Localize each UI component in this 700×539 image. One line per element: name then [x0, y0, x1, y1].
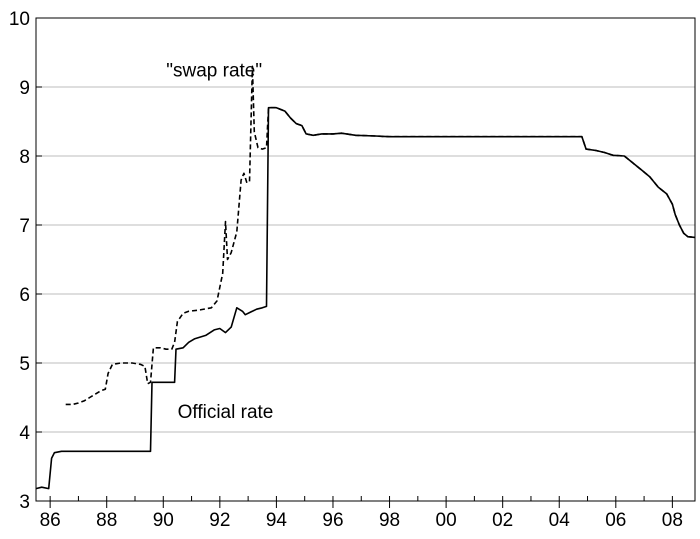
x-tick-label: 94 — [266, 510, 288, 531]
y-tick-label: 3 — [19, 492, 30, 513]
y-tick-label: 9 — [19, 78, 30, 99]
y-tick-label: 7 — [19, 216, 30, 237]
x-tick-label: 92 — [209, 510, 230, 531]
annotation-swap-rate: "swap rate" — [166, 61, 262, 82]
y-tick-label: 6 — [19, 285, 30, 306]
y-tick-label: 5 — [19, 354, 30, 375]
x-tick-label: 00 — [436, 510, 457, 531]
x-tick-label: 96 — [322, 510, 343, 531]
series-line-swap-rate — [65, 65, 696, 406]
x-tick-label: 04 — [549, 510, 571, 531]
x-tick-label: 88 — [96, 510, 117, 531]
x-tick-label: 98 — [379, 510, 400, 531]
x-tick-label: 86 — [40, 510, 61, 531]
plot-frame — [35, 17, 696, 502]
series-layer — [35, 65, 696, 490]
x-tick-label: 06 — [605, 510, 626, 531]
x-tick-label: 08 — [662, 510, 683, 531]
grid-lines — [36, 86, 695, 433]
y-tick-label: 10 — [9, 9, 30, 30]
annotations: "swap rate" Official rate — [166, 61, 273, 424]
y-tick-label: 8 — [19, 147, 30, 168]
x-axis: 86 88 90 92 94 96 98 00 02 04 06 08 — [40, 496, 683, 531]
y-axis: 3 4 5 6 7 8 9 10 — [9, 9, 42, 513]
x-tick-label: 02 — [492, 510, 513, 531]
x-tick-label: 90 — [153, 510, 174, 531]
annotation-official-rate: Official rate — [178, 402, 274, 423]
y-tick-label: 4 — [19, 423, 30, 444]
series-line-official-rate — [35, 106, 696, 490]
